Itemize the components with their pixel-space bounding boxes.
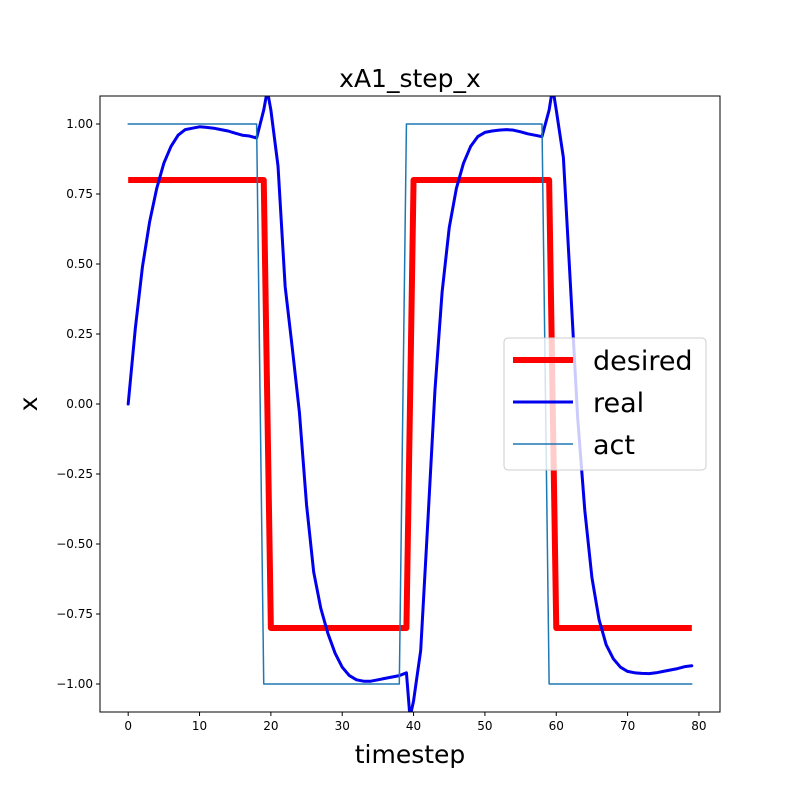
series-line-real: [126, 96, 694, 712]
x-tick-label: 0: [124, 719, 132, 733]
y-tick-label: 0.00: [66, 397, 93, 411]
y-tick-label: −0.25: [56, 467, 93, 481]
x-tick-label: 80: [691, 719, 706, 733]
x-axis-label: timestep: [355, 740, 466, 769]
x-axis: 0 10 20 30 40 50 60 70 80: [124, 712, 707, 733]
x-tick-label: 70: [620, 719, 635, 733]
x-tick-label: 40: [406, 719, 421, 733]
legend-box: [503, 337, 707, 471]
x-tick-label: 30: [335, 719, 350, 733]
y-tick-label: 0.25: [66, 327, 93, 341]
chart-title: xA1_step_x: [339, 64, 481, 93]
y-tick-label: 0.50: [66, 257, 93, 271]
y-tick-label: −1.00: [56, 677, 93, 691]
y-tick-label: −0.75: [56, 607, 93, 621]
legend-label-real: real: [593, 388, 644, 419]
y-tick-label: −0.50: [56, 537, 93, 551]
y-axis-label: x: [14, 397, 43, 412]
x-tick-label: 10: [192, 719, 207, 733]
series-layer: [126, 96, 694, 712]
x-tick-label: 20: [263, 719, 278, 733]
legend-label-act: act: [593, 430, 635, 461]
y-tick-label: 1.00: [66, 117, 93, 131]
y-axis: −1.00 −0.75 −0.50 −0.25 0.00 0.25 0.50 0.75 1.00: [56, 117, 100, 691]
legend: desired real act: [503, 337, 707, 471]
plot-area: [99, 95, 721, 713]
legend-label-desired: desired: [593, 346, 693, 377]
y-tick-label: 0.75: [66, 187, 93, 201]
series-line-desired: [128, 177, 692, 631]
x-tick-label: 50: [477, 719, 492, 733]
x-tick-label: 60: [549, 719, 564, 733]
series-line-act: [127, 123, 693, 685]
